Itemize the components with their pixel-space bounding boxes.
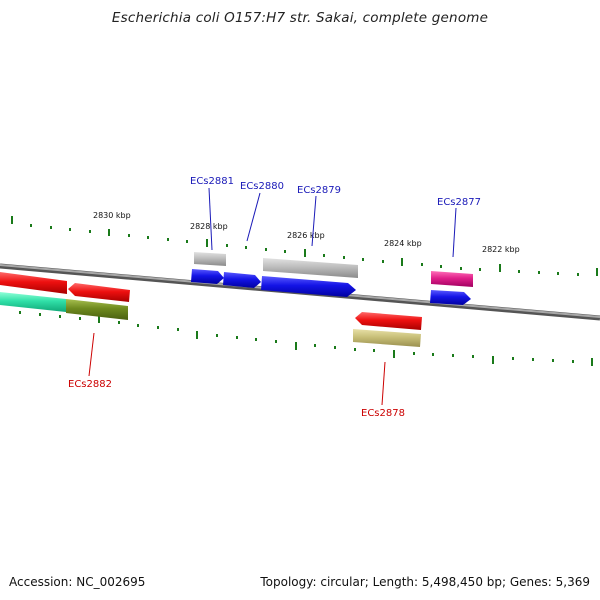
- leader-line-ecs2879: [311, 195, 317, 247]
- accession-label: Accession: NC_002695: [9, 575, 146, 589]
- gene-arrow-ecs2880[interactable]: [223, 272, 261, 288]
- gene-arrow-ecs2879[interactable]: [261, 276, 356, 297]
- tick-label-2828: 2828 kbp: [190, 222, 228, 231]
- gene-arrow-ecs2881[interactable]: [191, 269, 224, 284]
- topology-label: Topology: circular; Length: 5,498,450 bp…: [260, 575, 590, 589]
- gene-arrow-ecs2882[interactable]: [68, 283, 130, 302]
- gene-label-ecs2879: ECs2879: [297, 185, 341, 196]
- gene-block-left-teal[interactable]: [0, 292, 66, 312]
- gene-block-ecs2878-khaki[interactable]: [353, 329, 421, 347]
- tick-label-2826: 2826 kbp: [287, 231, 325, 240]
- leader-line-ecs2877: [452, 207, 457, 258]
- tick-track-top: [11, 216, 598, 276]
- gene-block-ecs2879-gray[interactable]: [263, 258, 358, 278]
- leader-line-ecs2882: [88, 332, 95, 377]
- leader-line-ecs2880: [246, 192, 261, 242]
- gene-label-ecs2877: ECs2877: [437, 197, 481, 208]
- tick-label-2830: 2830 kbp: [93, 211, 131, 220]
- gene-label-ecs2878: ECs2878: [361, 408, 405, 419]
- gene-block-ecs2882-olive[interactable]: [66, 299, 128, 320]
- gene-block-ecs2877-magenta[interactable]: [431, 271, 473, 287]
- leader-line-ecs2881: [208, 187, 213, 251]
- map-title: Escherichia coli O157:H7 str. Sakai, com…: [111, 10, 489, 26]
- gene-block-ecs2881-gray[interactable]: [194, 252, 226, 266]
- gene-arrow-left-red[interactable]: [0, 272, 67, 294]
- tick-track-bottom: [19, 311, 593, 366]
- gene-label-ecs2880: ECs2880: [240, 181, 284, 192]
- leader-line-ecs2878: [381, 361, 386, 406]
- tick-label-2822: 2822 kbp: [482, 245, 520, 254]
- gene-label-ecs2881: ECs2881: [190, 176, 234, 187]
- gene-arrow-ecs2878[interactable]: [355, 312, 422, 330]
- tick-label-2824: 2824 kbp: [384, 239, 422, 248]
- gene-label-ecs2882: ECs2882: [68, 379, 112, 390]
- gene-arrow-ecs2877[interactable]: [430, 290, 471, 305]
